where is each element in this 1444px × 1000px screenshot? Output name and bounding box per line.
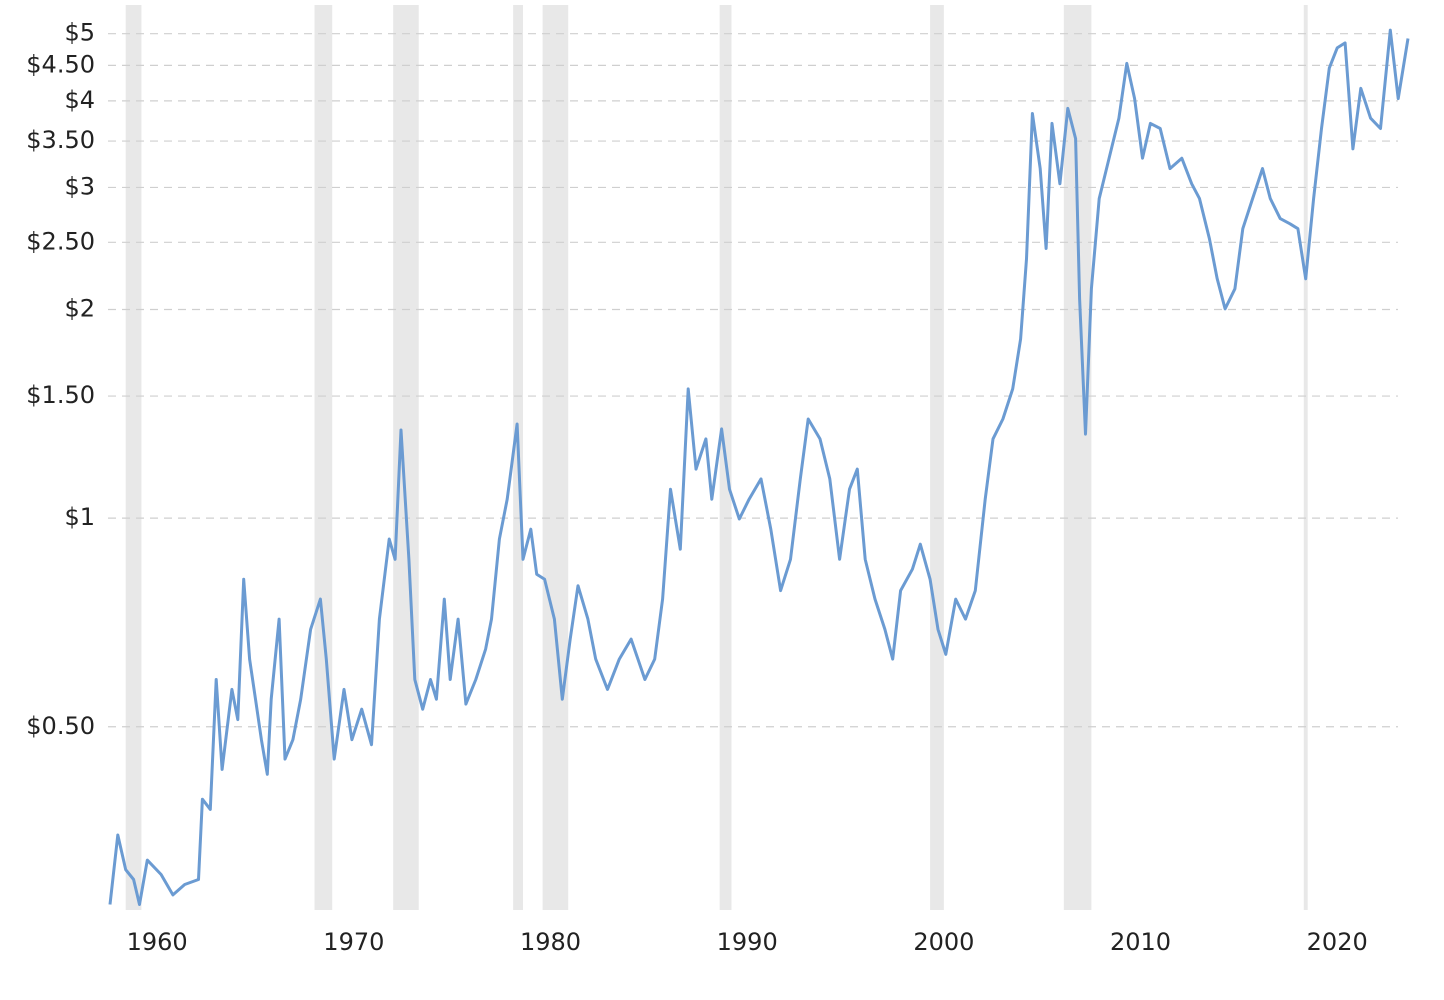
x-tick-label: 1980 [520,928,581,956]
shaded-range [1303,5,1308,910]
y-tick-label: $0.50 [26,712,95,740]
x-tick-label: 2020 [1307,928,1368,956]
price-line [108,28,1410,906]
x-tick-label: 2010 [1110,928,1171,956]
y-tick-label: $3 [64,172,95,200]
y-tick-label: $5 [64,19,95,47]
x-tick-label: 2000 [913,928,974,956]
shaded-range [930,5,944,910]
shaded-range [542,5,569,910]
x-tick-label: 1990 [717,928,778,956]
y-tick-label: $3.50 [26,126,95,154]
x-tick-label: 1960 [127,928,188,956]
y-tick-label: $4.50 [26,50,95,78]
x-tick-label: 1970 [323,928,384,956]
y-tick-label: $1 [64,503,95,531]
y-tick-label: $1.50 [26,381,95,409]
y-tick-label: $4 [64,86,95,114]
y-tick-label: $2.50 [26,227,95,255]
y-tick-label: $2 [64,294,95,322]
shaded-range [1063,5,1092,910]
shaded-range [393,5,419,910]
shaded-range [125,5,142,910]
